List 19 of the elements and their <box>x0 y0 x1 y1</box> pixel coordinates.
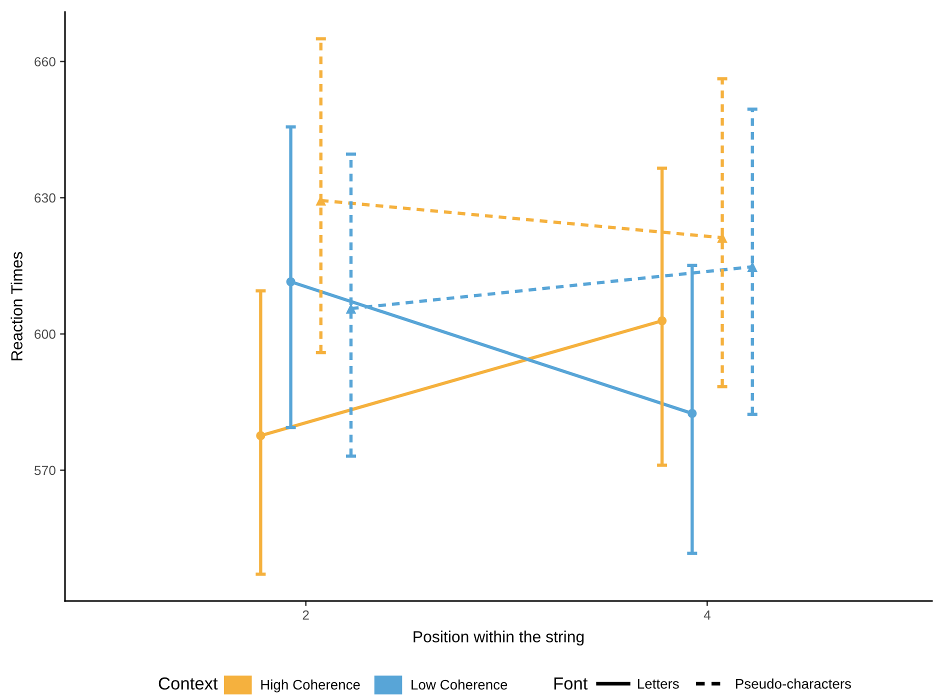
point <box>256 431 266 440</box>
text: Font <box>554 678 588 690</box>
point <box>688 408 697 418</box>
legend-label: High Coherence <box>261 679 360 692</box>
y-tick-label: 660 <box>34 57 56 66</box>
x-axis-title: Position within the string <box>414 630 584 646</box>
x-tick-label: 2 <box>302 610 309 620</box>
point <box>658 316 667 326</box>
x-tick-label: 4 <box>704 610 711 620</box>
text: Pseudo-characters <box>736 678 851 689</box>
y-tick-label: 570 <box>34 466 56 476</box>
y-tick-label: 630 <box>34 193 56 203</box>
text: Letters <box>638 679 679 689</box>
point <box>747 262 758 272</box>
y-axis-title: Reaction Times <box>10 252 22 360</box>
point <box>286 277 296 286</box>
legend-title: Context <box>158 677 218 690</box>
y-tick-label: 600 <box>34 330 56 339</box>
legend-label: Low Coherence <box>412 679 508 690</box>
